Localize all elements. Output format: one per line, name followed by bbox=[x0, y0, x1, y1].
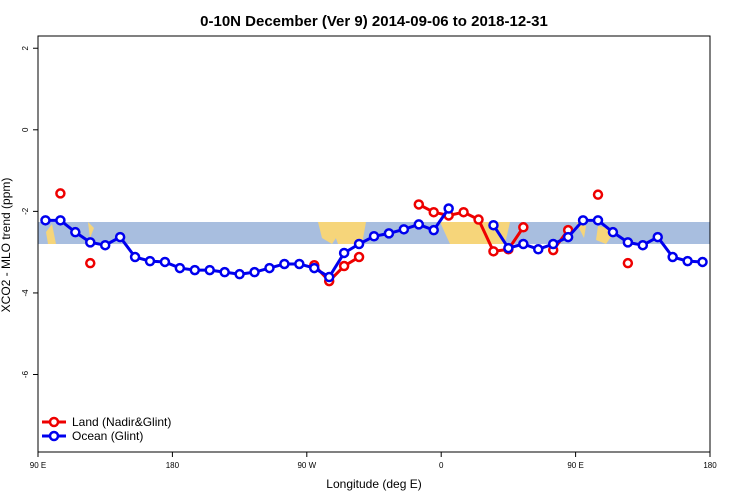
x-tick-label: 90 W bbox=[297, 461, 316, 470]
data-point bbox=[682, 255, 693, 267]
data-point bbox=[85, 257, 96, 269]
y-axis-label: XCO2 - MLO trend (ppm) bbox=[0, 178, 13, 313]
data-point bbox=[592, 215, 604, 226]
data-point bbox=[264, 262, 275, 274]
x-tick-label: 90 E bbox=[30, 461, 46, 470]
data-point bbox=[413, 199, 425, 210]
chart-title: 0-10N December (Ver 9) 2014-09-06 to 201… bbox=[200, 13, 548, 30]
legend-marker bbox=[48, 416, 60, 428]
data-point bbox=[622, 237, 634, 248]
data-point bbox=[294, 258, 305, 270]
data-point bbox=[309, 262, 320, 274]
data-point bbox=[189, 264, 201, 276]
data-point bbox=[55, 188, 66, 199]
x-tick-label: 180 bbox=[166, 461, 180, 470]
legend-marker bbox=[48, 430, 60, 442]
data-point bbox=[428, 224, 439, 236]
data-point bbox=[70, 226, 81, 238]
data-point bbox=[503, 242, 514, 254]
data-point bbox=[174, 262, 186, 274]
data-point bbox=[428, 206, 439, 218]
data-point bbox=[473, 214, 484, 225]
data-point bbox=[383, 228, 395, 239]
data-point bbox=[368, 231, 380, 242]
series-line bbox=[45, 207, 450, 280]
data-point bbox=[249, 266, 260, 278]
data-point bbox=[577, 215, 589, 226]
data-point bbox=[622, 257, 634, 269]
data-point bbox=[458, 206, 469, 218]
data-point bbox=[85, 237, 96, 248]
data-point bbox=[338, 247, 350, 259]
x-tick-label: 180 bbox=[703, 461, 717, 470]
y-tick-label: -4 bbox=[21, 289, 30, 297]
data-point bbox=[353, 251, 365, 263]
x-axis-label: Longitude (deg E) bbox=[326, 477, 421, 491]
y-tick-label: 2 bbox=[21, 45, 30, 50]
data-point bbox=[518, 222, 529, 233]
data-point bbox=[547, 238, 559, 250]
data-point bbox=[219, 266, 230, 278]
data-point bbox=[518, 238, 529, 250]
data-point bbox=[667, 251, 678, 263]
data-point bbox=[533, 244, 544, 255]
data-point bbox=[353, 238, 365, 250]
data-point bbox=[99, 239, 111, 251]
data-point bbox=[488, 219, 499, 231]
series-line bbox=[313, 255, 360, 284]
data-point bbox=[234, 268, 245, 280]
data-point bbox=[279, 258, 290, 270]
x-tick-label: 90 E bbox=[567, 461, 583, 470]
data-point bbox=[562, 231, 574, 243]
data-point bbox=[159, 256, 171, 268]
y-tick-label: -6 bbox=[21, 370, 30, 378]
plot-frame bbox=[37, 35, 711, 453]
data-point bbox=[607, 226, 619, 238]
data-point bbox=[114, 231, 126, 243]
data-point bbox=[488, 246, 499, 257]
data-point bbox=[55, 215, 66, 226]
data-point bbox=[398, 224, 410, 235]
data-point bbox=[443, 203, 454, 214]
data-point bbox=[652, 231, 663, 243]
x-tick-label: 0 bbox=[439, 461, 444, 470]
legend-label: Land (Nadir&Glint) bbox=[72, 415, 171, 429]
y-tick-label: 0 bbox=[21, 127, 30, 132]
data-point bbox=[697, 256, 708, 268]
data-point bbox=[338, 260, 350, 272]
data-point bbox=[144, 255, 156, 267]
data-point bbox=[637, 239, 649, 251]
data-point bbox=[323, 271, 335, 283]
data-point bbox=[40, 215, 51, 226]
y-tick-label: -2 bbox=[21, 207, 30, 215]
data-point bbox=[413, 219, 425, 230]
legend-label: Ocean (Glint) bbox=[72, 429, 143, 443]
data-point bbox=[129, 251, 141, 263]
data-point bbox=[204, 264, 215, 276]
data-point bbox=[592, 189, 604, 200]
